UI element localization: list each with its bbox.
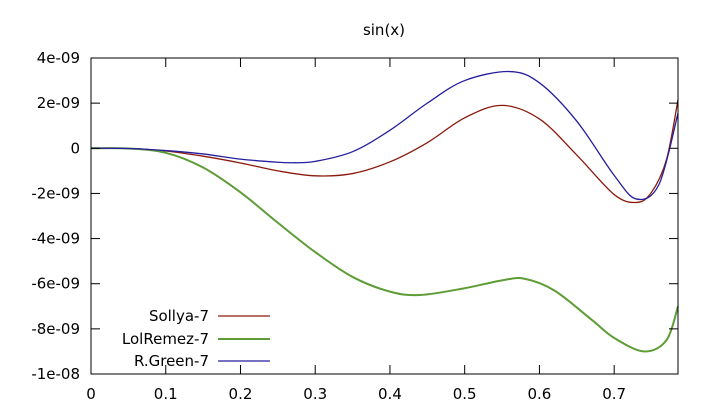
y-tick-label: -4e-09 bbox=[31, 230, 80, 248]
legend-label-lolremez-7: LolRemez-7 bbox=[122, 330, 209, 348]
x-tick-label: 0.6 bbox=[528, 385, 552, 403]
x-tick-label: 0.4 bbox=[378, 385, 402, 403]
y-tick-label: -1e-08 bbox=[31, 365, 80, 383]
legend: Sollya-7 LolRemez-7 R.Green-7 bbox=[122, 307, 270, 370]
y-tick-label: -8e-09 bbox=[31, 320, 80, 338]
x-tick-label: 0 bbox=[86, 385, 96, 403]
chart-title: sin(x) bbox=[363, 21, 405, 39]
y-tick-label: 2e-09 bbox=[37, 94, 80, 112]
x-tick-label: 0.2 bbox=[229, 385, 253, 403]
y-tick-label: 0 bbox=[70, 139, 80, 157]
y-tick-label: -6e-09 bbox=[31, 275, 80, 293]
y-tick-label: 4e-09 bbox=[37, 49, 80, 67]
legend-label-sollya-7: Sollya-7 bbox=[149, 307, 209, 325]
axis-ticks: 0 0.1 0.2 0.3 0.4 0.5 0.6 0.7 4e-09 2e-09 0 -2e-09 -… bbox=[31, 49, 678, 403]
legend-label-r-green-7: R.Green-7 bbox=[134, 352, 209, 370]
series-line-sollya-7 bbox=[90, 99, 679, 204]
x-tick-label: 0.3 bbox=[303, 385, 327, 403]
x-tick-label: 0.7 bbox=[602, 385, 626, 403]
plot-frame bbox=[90, 57, 679, 375]
y-tick-label: -2e-09 bbox=[31, 184, 80, 202]
series-line-r-green-7 bbox=[90, 70, 679, 201]
series-line-lolremez-7 bbox=[90, 147, 679, 353]
series-layer bbox=[90, 70, 679, 353]
x-tick-label: 0.5 bbox=[453, 385, 477, 403]
x-tick-label: 0.1 bbox=[154, 385, 178, 403]
